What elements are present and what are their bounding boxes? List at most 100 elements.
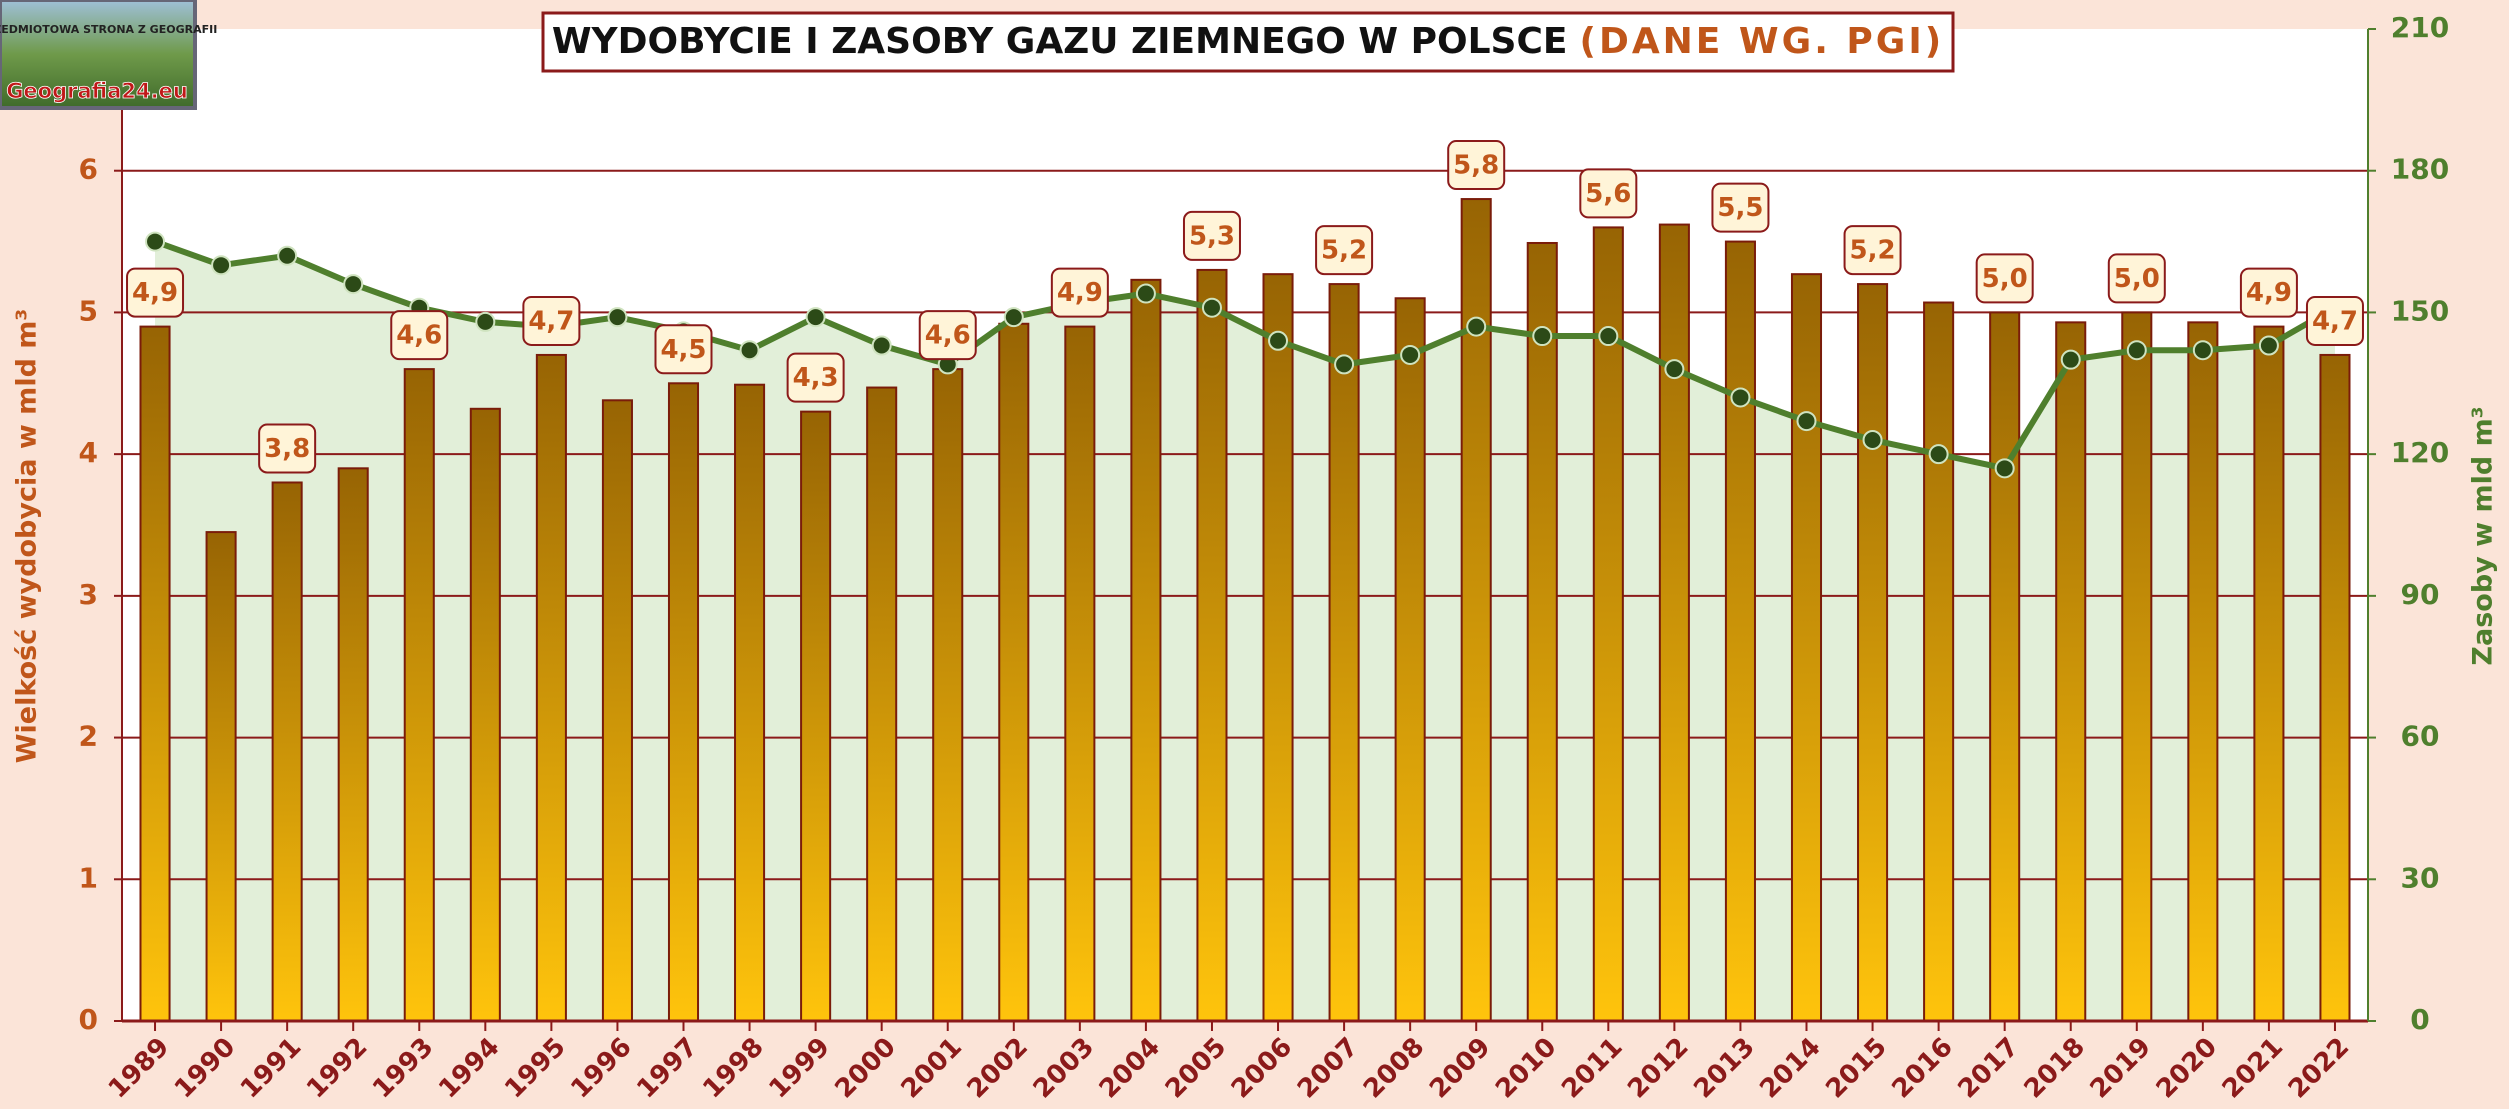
line-point — [1862, 429, 1883, 450]
bar — [1526, 241, 1558, 1022]
line-point — [1730, 387, 1751, 408]
value-label-box — [1050, 267, 1109, 318]
value-label-box — [126, 267, 185, 318]
value-label: 4,6 — [396, 321, 442, 351]
line-point — [1598, 326, 1619, 347]
line-point — [1268, 330, 1289, 351]
value-label: 5,2 — [1321, 236, 1367, 266]
line-point — [211, 255, 232, 276]
bar — [1724, 240, 1756, 1023]
line-point — [2192, 340, 2213, 361]
value-label-box — [654, 324, 713, 375]
y-tick-label: 6 — [79, 153, 98, 186]
line-point — [343, 274, 364, 295]
value-label-box — [1182, 210, 1241, 261]
value-label-box — [258, 423, 317, 474]
value-label-box — [2305, 295, 2364, 346]
value-label: 3,8 — [264, 434, 310, 464]
value-label: 5,8 — [1453, 151, 1499, 181]
value-label-box — [1975, 253, 2034, 304]
bar — [2055, 321, 2087, 1022]
bar — [337, 467, 369, 1023]
y-axis-label: Wielkość wydobycia w mld m³ — [12, 309, 43, 764]
value-label: 4,5 — [660, 335, 706, 365]
value-label: 4,6 — [925, 321, 971, 351]
value-label: 5,5 — [1717, 193, 1763, 223]
bar — [139, 325, 171, 1023]
y2-tick-label: 120 — [2391, 436, 2449, 469]
value-label: 4,9 — [1057, 278, 1103, 308]
line-point — [1466, 316, 1487, 337]
bar — [1394, 297, 1426, 1022]
title-box — [541, 11, 1955, 73]
y2-tick-label: 30 — [2401, 861, 2440, 894]
line — [154, 238, 2337, 472]
value-label-box — [522, 295, 581, 346]
line-point — [1928, 444, 1949, 465]
bar — [2187, 321, 2219, 1022]
y-tick-label: 5 — [79, 294, 98, 327]
line-point — [277, 245, 298, 266]
value-label: 4,9 — [132, 278, 178, 308]
value-label-box — [1315, 225, 1374, 276]
line-point — [739, 340, 760, 361]
line-point — [475, 311, 496, 332]
bar — [932, 368, 964, 1023]
y-tick-label: 2 — [79, 720, 98, 753]
line-area — [155, 241, 2335, 1022]
bar — [2121, 311, 2153, 1022]
value-label-box — [918, 310, 977, 361]
value-label: 4,3 — [793, 363, 839, 393]
value-label: 5,2 — [1850, 236, 1896, 266]
line-point — [2126, 340, 2147, 361]
line-point — [1135, 283, 1156, 304]
bar — [469, 407, 501, 1022]
bar — [1923, 301, 1955, 1023]
line-point — [2060, 349, 2081, 370]
value-label: 5,6 — [1585, 179, 1631, 209]
line-point — [1796, 411, 1817, 432]
y-tick-label: 3 — [79, 578, 98, 611]
bar — [1592, 226, 1624, 1022]
line-point — [1400, 344, 1421, 365]
bar — [800, 410, 832, 1022]
value-label: 5,0 — [1982, 264, 2028, 294]
title-main: WYDOBYCIE I ZASOBY GAZU ZIEMNEGO W POLSC… — [552, 21, 1568, 62]
line-point — [871, 335, 892, 356]
bar — [734, 383, 766, 1022]
value-label: 4,7 — [528, 306, 574, 336]
bar — [2319, 353, 2351, 1022]
logo — [0, 0, 197, 110]
bar — [1989, 311, 2021, 1022]
line-point — [2258, 335, 2279, 356]
value-label-box — [1711, 182, 1770, 233]
bar — [2253, 325, 2285, 1023]
bar — [1196, 268, 1228, 1022]
value-label: 4,9 — [2246, 278, 2292, 308]
bar — [1262, 273, 1294, 1022]
value-label: 4,7 — [2312, 306, 2358, 336]
bar — [1658, 223, 1690, 1022]
value-label-box — [1843, 225, 1902, 276]
y2-tick-label: 90 — [2401, 578, 2440, 611]
bar — [601, 399, 633, 1022]
chart-title: WYDOBYCIE I ZASOBY GAZU ZIEMNEGO W POLSC… — [552, 21, 1944, 62]
line-point — [1664, 359, 1685, 380]
bar — [403, 368, 435, 1023]
line-point — [805, 307, 826, 328]
line-point — [607, 307, 628, 328]
y2-tick-label: 210 — [2391, 11, 2449, 44]
line-point — [1334, 354, 1355, 375]
bar — [1857, 283, 1889, 1023]
y2-tick-label: 180 — [2391, 153, 2449, 186]
bar — [1328, 283, 1360, 1023]
logo-name: Geografia24.eu — [6, 79, 188, 103]
value-label-box — [2107, 253, 2166, 304]
bar — [1064, 325, 1096, 1023]
line-point — [1994, 458, 2015, 479]
value-label-box — [2239, 267, 2298, 318]
line-point — [1532, 326, 1553, 347]
value-label-box — [1579, 168, 1638, 219]
value-label-box — [786, 352, 845, 403]
